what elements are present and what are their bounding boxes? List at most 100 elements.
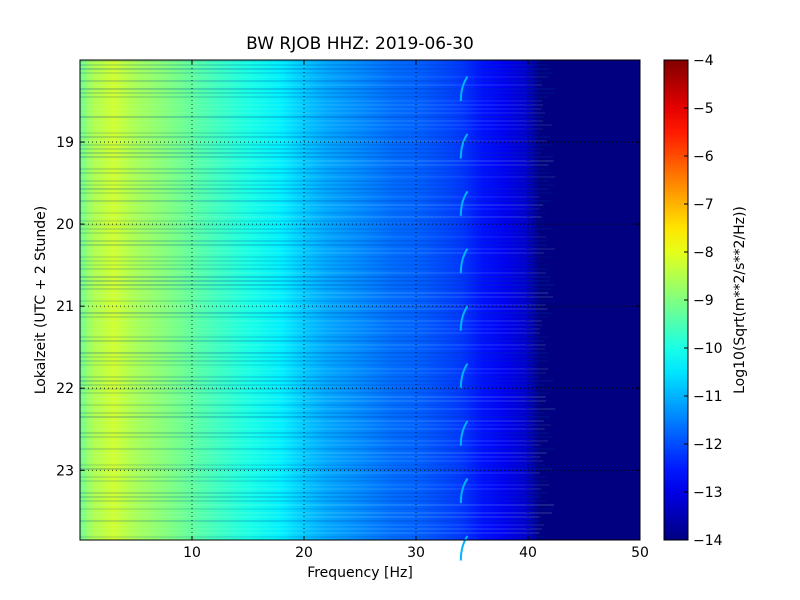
time-row-band [80,428,545,430]
time-row-band [80,236,546,238]
tonal-line-segment [459,133,469,159]
time-row-band [80,344,546,346]
time-row-band [80,96,549,98]
grid-lines [80,60,640,540]
colorbar-tick-label: −5 [693,101,714,117]
x-axis-label: Frequency [Hz] [307,565,413,581]
time-row-band [80,332,540,334]
time-row-band [80,296,554,298]
time-row-band [80,300,556,302]
time-row-band [80,76,548,78]
y-axis-label: Lokalzeit (UTC + 2 Stunde) [33,206,49,395]
time-row-band [80,528,542,530]
time-row-band [80,176,556,178]
time-row-band [80,520,541,522]
time-row-band [80,88,556,90]
time-row-band [80,288,551,290]
time-row-band [80,328,540,330]
time-row-band [80,212,549,214]
time-row-band [80,220,544,222]
time-row-band [80,456,541,458]
tonal-line-segment [459,248,469,274]
y-axis: 19 20 21 22 23 [56,135,640,479]
time-row-band [80,348,545,350]
time-row-band [80,264,550,266]
time-row-band [80,100,543,102]
time-row-band [80,192,553,194]
time-row-band [80,124,552,126]
time-row-band [80,472,541,474]
time-row-band [80,244,547,246]
colorbar-tick-label: −8 [693,245,714,261]
time-row-band [80,516,540,518]
time-row-band [80,116,544,118]
time-row-band [80,140,547,142]
y-tick-label: 21 [56,299,74,315]
time-row-band [80,276,551,278]
time-row-band [80,208,540,210]
time-row-band [80,224,546,226]
y-tick-label: 20 [56,217,74,233]
time-row-band [80,396,546,398]
x-axis: 10 20 30 40 50 [183,60,649,561]
time-row-band [80,484,550,486]
time-row-band [80,92,556,94]
time-row-band [80,448,555,450]
time-row-band [80,468,553,470]
time-row-band [80,436,554,438]
y-tick-label: 22 [56,381,74,397]
time-row-band [80,304,546,306]
time-row-band [80,172,551,174]
colorbar-tick-label: −4 [693,53,714,69]
time-row-band [80,160,554,162]
colorbar-ticks: −4 −5 −6 −7 −8 −9 −10 −11 −12 −13 −14 [684,53,723,549]
time-row-band [80,496,541,498]
colorbar-tick-label: −13 [693,485,723,501]
time-row-band [80,152,542,154]
time-row-band [80,104,544,106]
time-row-band [80,476,548,478]
time-row-band [80,108,542,110]
colorbar-tick-label: −14 [693,533,723,549]
time-row-band [80,272,547,274]
spectrogram-plot-area [79,59,641,561]
time-row-band [80,532,540,534]
time-row-band [80,492,547,494]
time-row-band [80,228,553,230]
time-row-bands [80,60,556,538]
y-tick-label: 23 [56,463,74,479]
time-row-band [80,280,551,282]
time-row-band [80,68,550,70]
time-row-band [80,232,540,234]
time-row-band [80,308,548,310]
tonal-line-segment [459,190,469,216]
time-row-band [80,464,546,466]
time-row-band [80,128,543,130]
colorbar-tick-label: −6 [693,149,714,165]
time-row-band [80,512,552,514]
colorbar: −4 −5 −6 −7 −8 −9 −10 −11 −12 −13 −14 [663,53,723,549]
time-row-band [80,180,549,182]
colorbar-tick-label: −11 [693,389,723,405]
tonal-line-segment [459,363,469,389]
time-row-band [80,400,547,402]
time-row-band [80,268,549,270]
time-row-band [80,340,545,342]
time-row-band [80,404,542,406]
time-row-band [80,216,542,218]
time-row-band [80,148,544,150]
time-row-band [80,500,547,502]
time-row-band [80,252,544,254]
time-row-band [80,416,550,418]
time-row-band [80,188,550,190]
time-row-band [80,412,545,414]
tonal-line-segment [459,477,469,504]
time-row-band [80,72,553,74]
time-row-band [80,84,543,86]
x-tick-label: 40 [519,545,537,561]
time-row-band [80,260,543,262]
time-row-band [80,452,547,454]
tonal-line-segment [459,305,469,331]
time-row-band [80,336,551,338]
time-row-band [80,384,544,386]
